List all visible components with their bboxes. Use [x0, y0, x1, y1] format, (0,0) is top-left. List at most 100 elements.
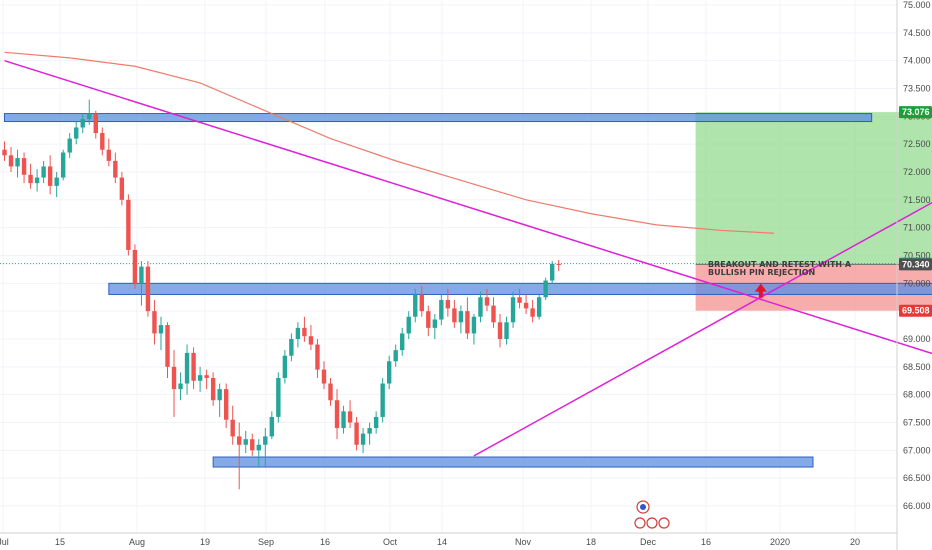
candle-body	[556, 263, 561, 265]
candle	[373, 411, 379, 434]
y-tick-label: 71.500	[903, 195, 931, 205]
candle	[256, 439, 261, 468]
price-tag-bg	[899, 304, 932, 317]
candle-body	[60, 152, 66, 178]
candle-body	[426, 311, 431, 328]
candle-body	[250, 439, 255, 451]
candle-body	[419, 294, 424, 312]
x-tick-label: 19	[200, 537, 210, 547]
candle-body	[549, 263, 555, 281]
x-tick-label: 16	[320, 537, 330, 547]
candle-body	[413, 294, 418, 317]
candle	[158, 316, 164, 351]
candle-body	[367, 428, 372, 434]
candle	[197, 366, 203, 392]
candle	[452, 300, 457, 328]
candle-body	[15, 158, 20, 167]
candle	[432, 313, 438, 339]
candle	[386, 355, 392, 390]
candle	[413, 288, 418, 323]
y-tick-label: 67.500	[903, 418, 931, 428]
y-tick-label: 68.500	[903, 362, 931, 372]
candle	[223, 383, 229, 429]
candle	[276, 372, 281, 423]
candle	[328, 377, 333, 406]
candle-body	[263, 436, 268, 445]
trendlines	[4, 59, 932, 457]
candle-body	[536, 297, 542, 317]
candle-body	[126, 199, 131, 250]
price-tag-bg	[899, 258, 932, 271]
candle-body	[328, 383, 333, 401]
horizontal-zones	[4, 113, 932, 468]
candle-body	[80, 119, 85, 128]
x-axis[interactable]: Jul15Aug19Sep16Oct14Nov18Dec16202020	[0, 537, 860, 547]
candle	[165, 322, 170, 378]
x-tick-label: 18	[586, 537, 596, 547]
candle-body	[184, 352, 190, 384]
annotation-line-1: BREAKOUT AND RETEST WITH A	[708, 260, 852, 269]
candle	[439, 294, 444, 326]
candle	[139, 261, 144, 306]
candle	[341, 405, 346, 434]
candle	[282, 350, 288, 384]
candle-body	[139, 266, 144, 284]
candle-body	[282, 355, 288, 378]
candle	[354, 416, 359, 451]
support-resistance-zone	[212, 456, 814, 468]
candle-body	[106, 149, 112, 161]
candle-body	[373, 416, 379, 429]
candle-body	[178, 383, 183, 390]
annotation-line-2: BULLISH PIN REJECTION	[708, 268, 815, 277]
candle	[171, 350, 177, 417]
candle-body	[152, 311, 157, 334]
candle-body	[289, 339, 294, 356]
candle-body	[217, 389, 222, 401]
candle	[217, 383, 222, 417]
x-tick-label: Aug	[129, 537, 145, 547]
candle-body	[354, 422, 359, 445]
arrow-up-icon	[754, 283, 767, 298]
candle	[54, 172, 59, 198]
candle-body	[100, 133, 105, 150]
candle	[119, 172, 125, 206]
candle-body	[302, 327, 307, 337]
candle	[204, 369, 209, 390]
candle-body	[165, 325, 170, 367]
x-tick-label: Jul	[0, 537, 9, 547]
candle	[80, 113, 85, 134]
support-resistance-zone	[4, 113, 873, 123]
price-tag: 70.340	[899, 258, 932, 271]
candle-body	[197, 375, 203, 381]
candle-body	[497, 322, 503, 339]
price-tag-label: 70.340	[902, 259, 930, 269]
candle	[471, 313, 477, 345]
candle-body	[34, 177, 40, 184]
trendline	[473, 201, 932, 457]
candle	[21, 152, 27, 184]
candle	[184, 344, 190, 395]
y-tick-label: 66.500	[903, 473, 931, 483]
x-tick-label: 16	[701, 537, 711, 547]
candle-body	[8, 155, 14, 167]
y-axis[interactable]: 75.00074.50074.00073.50073.00072.50072.0…	[903, 0, 931, 511]
y-tick-label: 74.000	[903, 56, 931, 66]
candle-body	[386, 361, 392, 384]
y-tick-label: 72.500	[903, 139, 931, 149]
candle-body	[458, 311, 464, 323]
candle	[106, 138, 112, 167]
candle-body	[380, 383, 385, 417]
candle	[543, 277, 548, 301]
moving-average-line	[4, 51, 774, 234]
y-tick-label: 70.500	[903, 251, 931, 261]
x-tick-label: Dec	[640, 537, 657, 547]
candle-body	[491, 305, 496, 323]
y-tick-label: 70.000	[903, 278, 931, 288]
candle-body	[393, 350, 398, 362]
candle-body	[439, 300, 444, 320]
candle	[132, 244, 138, 289]
target-zone	[695, 112, 932, 265]
candle-body	[119, 177, 125, 200]
candle-body	[452, 308, 457, 323]
